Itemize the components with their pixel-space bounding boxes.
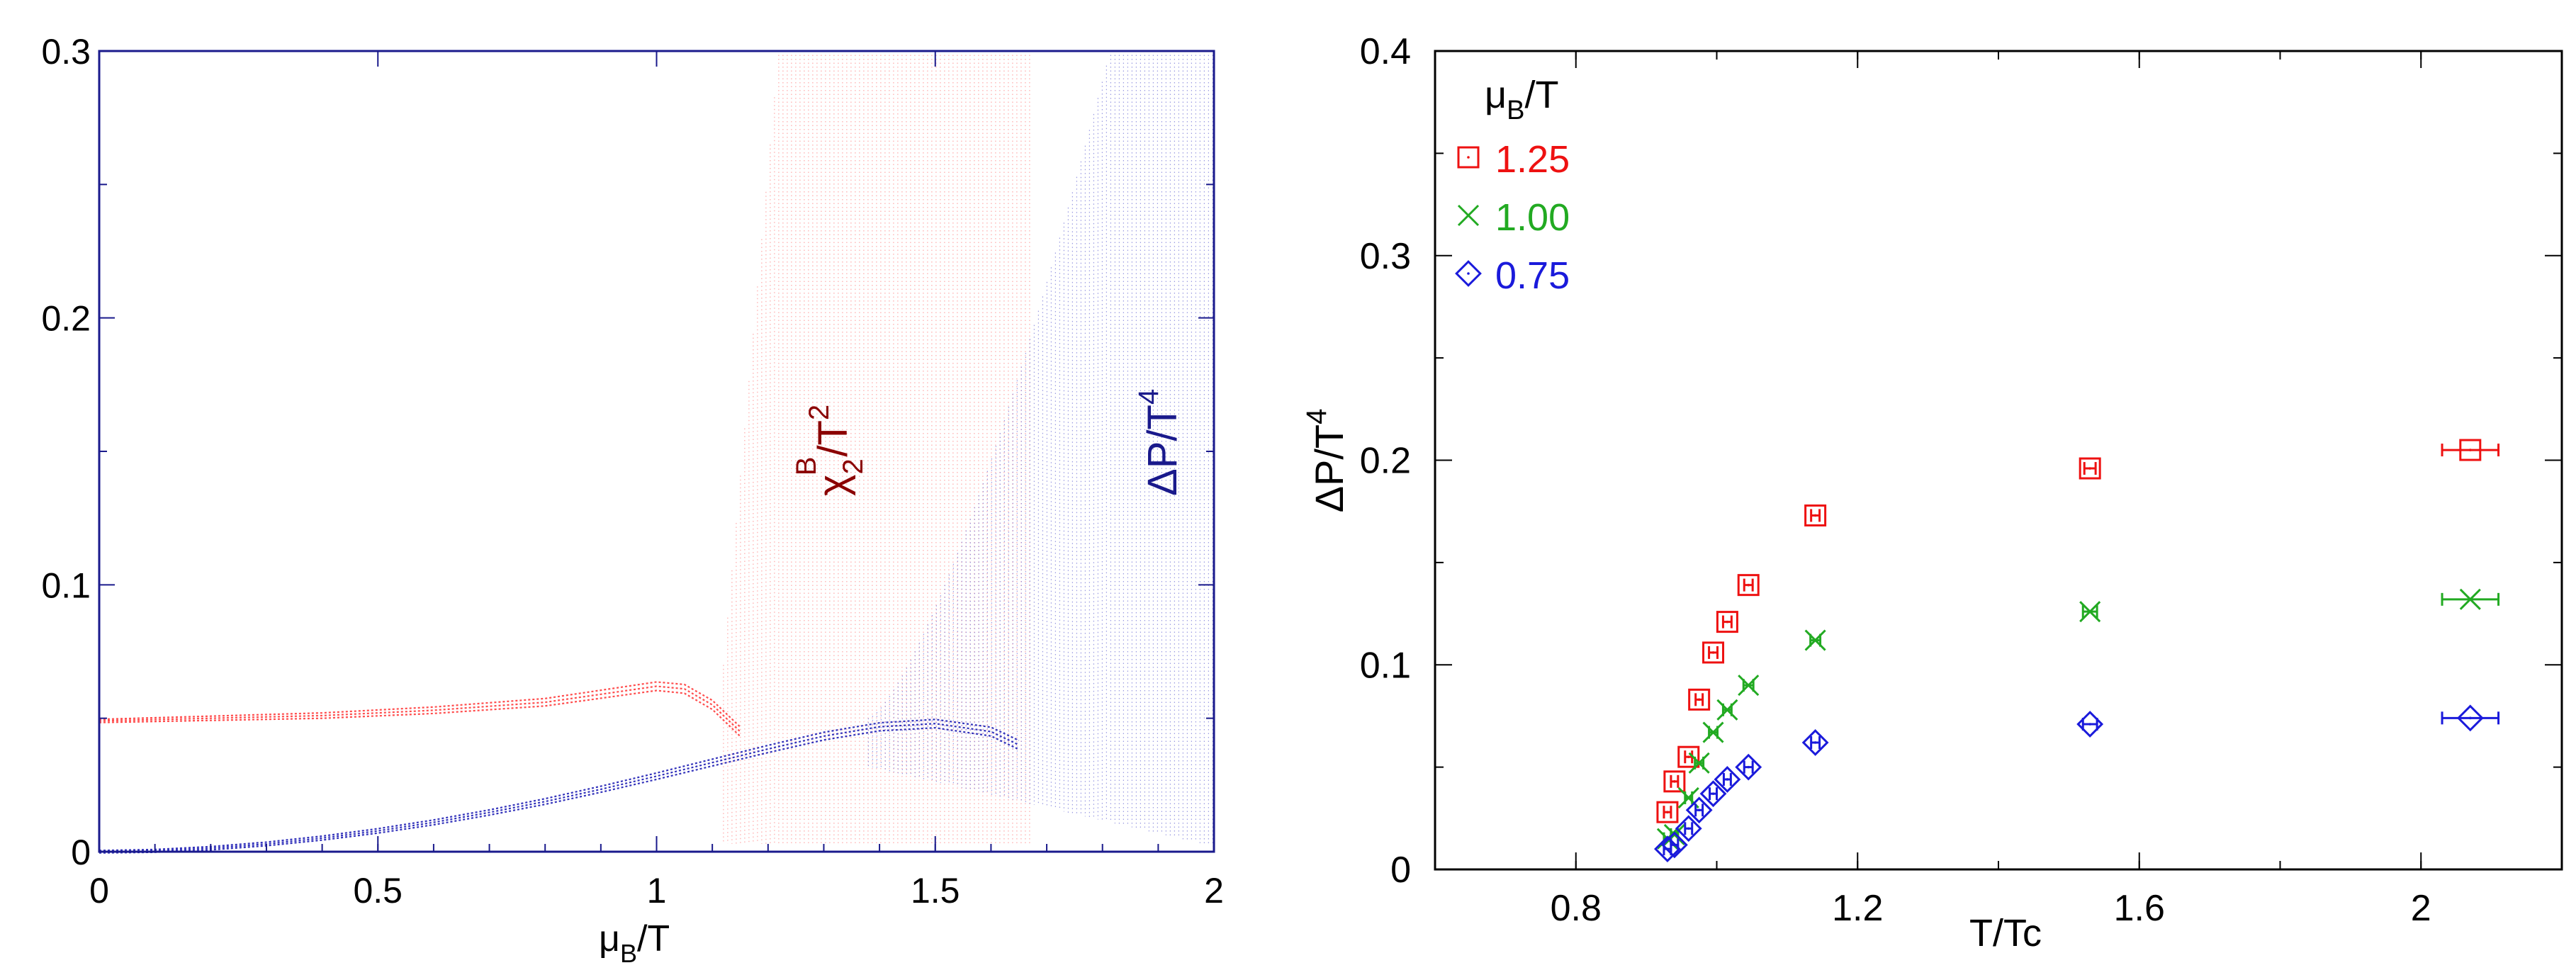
series-line-DeltaP/T4 <box>99 723 1020 853</box>
left-series-lines <box>99 681 1020 854</box>
legend-marker-1.25-center <box>1467 156 1470 159</box>
point-0.75 <box>1801 729 1829 756</box>
left-x-tick-label: 1.5 <box>911 871 960 911</box>
legend-items: 1.25 1.00 0.75 <box>1455 138 1570 297</box>
point-1.25 <box>1688 688 1711 711</box>
point-0.75-center <box>1697 808 1701 812</box>
left-y-tick-label: 0.2 <box>41 299 91 339</box>
point-1.25 <box>2079 457 2101 480</box>
left-chart: 0 0.5 1 1.5 2 0 0.1 0.2 0.3 χ2B/T2 ΔP/T4 μB/T <box>41 32 1223 968</box>
deltap-annotation: ΔP/T4 <box>1133 389 1186 496</box>
legend-title: μB/T <box>1485 74 1558 125</box>
left-x-tick-label: 1 <box>647 871 667 911</box>
left-dotted-bands <box>723 51 1213 847</box>
point-1.25-center <box>1697 698 1701 701</box>
point-0.75-center <box>1673 843 1676 847</box>
right-x-tick-label: 1.2 <box>1832 888 1883 929</box>
point-1.25-center <box>1687 755 1690 758</box>
point-1.25 <box>1716 611 1738 633</box>
point-1.25 <box>1663 770 1686 793</box>
legend: μB/T 1.25 1.00 0.75 <box>1455 74 1570 297</box>
point-0.75 <box>1660 831 1688 859</box>
point-1.25-center <box>1726 620 1729 624</box>
point-1.00 <box>1738 675 1760 697</box>
series-line-chi2B/T2 <box>99 689 741 737</box>
point-1.00 <box>2079 601 2101 623</box>
left-x-axis-label: μB/T <box>599 918 670 968</box>
right-x-axis-label: T/Tc <box>1969 912 2042 954</box>
right-data-points <box>1654 439 2500 863</box>
right-axis-ticks: 0.8 1.2 1.6 2 0 0.1 0.2 0.3 0.4 <box>1360 31 2563 929</box>
legend-label-0.75: 0.75 <box>1495 254 1570 297</box>
point-1.25 <box>1702 641 1725 664</box>
point-0.75-center <box>1711 792 1715 795</box>
point-0.75-center <box>2469 716 2472 720</box>
point-1.00 <box>2459 588 2481 610</box>
point-0.75-center <box>2088 723 2091 726</box>
left-axis-ticks: 0 0.5 1 1.5 2 0 0.1 0.2 0.3 <box>41 32 1223 911</box>
point-0.75-center <box>1687 827 1690 830</box>
series-line-chi2B/T2 <box>99 685 741 733</box>
right-y-tick-label: 0.2 <box>1360 441 1411 482</box>
point-1.25-center <box>1747 583 1750 587</box>
series-line-DeltaP/T4 <box>99 726 1020 854</box>
legend-marker-0.75-center <box>1467 272 1470 275</box>
left-y-tick-label: 0.1 <box>41 565 91 605</box>
point-1.25 <box>1804 504 1827 526</box>
right-x-tick-label: 2 <box>2411 888 2431 929</box>
legend-marker-0.75 <box>1455 260 1482 287</box>
point-1.25-center <box>1673 780 1676 783</box>
point-0.75 <box>1685 796 1713 824</box>
point-1.25-center <box>2088 467 2091 470</box>
point-1.25 <box>1737 574 1760 597</box>
right-y-tick-label: 0.3 <box>1360 236 1411 277</box>
point-1.25-center <box>1711 651 1715 654</box>
point-0.75-center <box>1747 765 1750 769</box>
point-1.00 <box>1804 629 1826 651</box>
right-x-tick-label: 1.6 <box>2114 888 2165 929</box>
legend-marker-1.00 <box>1457 204 1480 227</box>
point-0.75 <box>1675 815 1702 842</box>
chi2-annotation: χ2B/T2 <box>791 405 869 496</box>
point-1.25-center <box>1813 514 1817 517</box>
point-1.00 <box>1716 699 1738 721</box>
right-y-tick-label: 0.4 <box>1360 31 1411 72</box>
point-0.75 <box>1714 766 1741 793</box>
left-x-tick-label: 0.5 <box>353 871 403 911</box>
right-chart: 0.8 1.2 1.6 2 0 0.1 0.2 0.3 0.4 T/Tc ΔP/T4 μB/T … <box>1301 31 2563 954</box>
point-1.25 <box>1677 745 1700 768</box>
point-1.00 <box>1663 823 1685 845</box>
point-0.75-center <box>1726 778 1729 781</box>
point-0.75 <box>1699 780 1727 808</box>
series-line-DeltaP/T4 <box>99 718 1020 852</box>
left-y-tick-label: 0.3 <box>41 32 91 72</box>
left-y-tick-label: 0 <box>71 833 91 872</box>
point-0.75 <box>2076 711 2104 738</box>
point-1.25 <box>2459 439 2482 461</box>
series-line-chi2B/T2 <box>99 681 741 728</box>
point-0.75-center <box>1813 741 1817 744</box>
point-1.25 <box>1656 801 1679 823</box>
point-1.25-center <box>2469 449 2472 451</box>
point-1.00 <box>1702 721 1724 743</box>
legend-label-1.25: 1.25 <box>1495 138 1570 181</box>
legend-label-1.00: 1.00 <box>1495 196 1570 239</box>
right-y-axis-label: ΔP/T4 <box>1301 409 1351 513</box>
right-y-tick-label: 0.1 <box>1360 645 1411 686</box>
point-0.75 <box>2456 704 2484 732</box>
legend-marker-1.25 <box>1457 146 1480 169</box>
point-0.75 <box>1735 753 1762 781</box>
point-1.25-center <box>1666 811 1669 813</box>
left-x-tick-label: 2 <box>1204 871 1224 911</box>
right-x-tick-label: 0.8 <box>1551 888 1602 929</box>
point-1.00 <box>1688 752 1710 774</box>
right-y-tick-label: 0 <box>1390 850 1411 891</box>
left-x-tick-label: 0 <box>89 871 109 911</box>
